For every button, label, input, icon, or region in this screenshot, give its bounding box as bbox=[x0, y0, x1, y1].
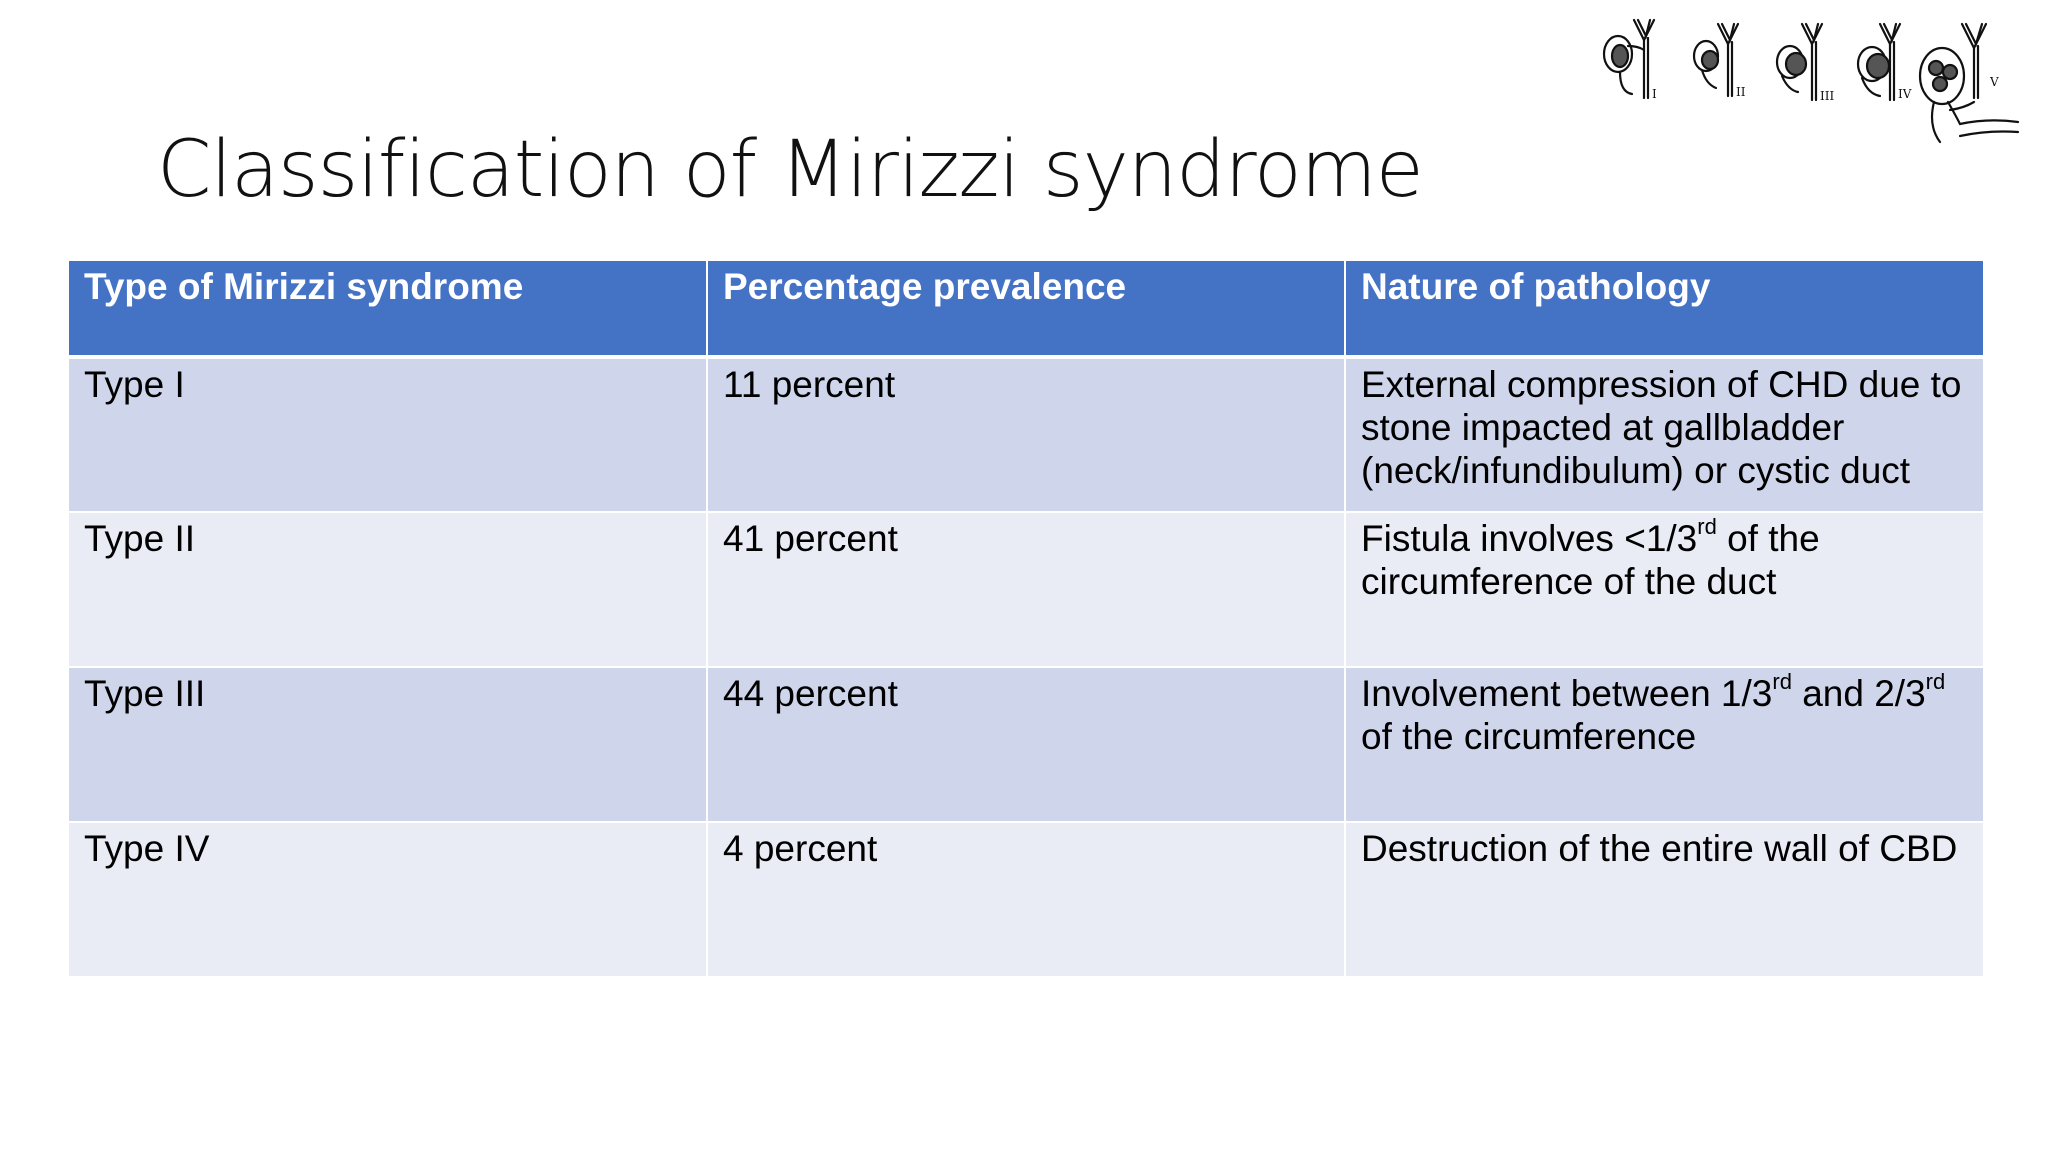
pathology-text: of the circumference bbox=[1361, 716, 1697, 757]
label-iii: III bbox=[1820, 89, 1834, 103]
table-row: Type II 41 percent Fistula involves <1/3… bbox=[69, 512, 1983, 668]
pathology-text: Involvement between 1/3 bbox=[1361, 673, 1773, 714]
type-v-drawing bbox=[1918, 22, 2020, 144]
type-i-drawing bbox=[1602, 18, 1656, 100]
header-type: Type of Mirizzi syndrome bbox=[69, 261, 708, 359]
header-pathology: Nature of pathology bbox=[1345, 261, 1983, 359]
type-iii-drawing bbox=[1775, 22, 1824, 102]
cell-prevalence: 41 percent bbox=[707, 512, 1346, 668]
pathology-text: Fistula involves <1/3 bbox=[1361, 518, 1698, 559]
table-header-row: Type of Mirizzi syndrome Percentage prev… bbox=[69, 261, 1983, 359]
cell-type: Type I bbox=[69, 357, 708, 513]
header-prevalence: Percentage prevalence bbox=[707, 261, 1346, 359]
ordinal-suffix: rd bbox=[1925, 668, 1946, 694]
table-row: Type III 44 percent Involvement between … bbox=[69, 667, 1983, 823]
label-ii: II bbox=[1736, 85, 1746, 99]
pathology-text: and 2/3 bbox=[1791, 673, 1926, 714]
cell-pathology: Destruction of the entire wall of CBD bbox=[1345, 822, 1983, 978]
mirizzi-classification-table: Type of Mirizzi syndrome Percentage prev… bbox=[69, 261, 1983, 978]
mirizzi-types-illustration: I II III IV V bbox=[1602, 18, 2020, 144]
cell-pathology: Fistula involves <1/3rd of the circumfer… bbox=[1345, 512, 1983, 668]
type-ii-drawing bbox=[1692, 22, 1740, 98]
cell-pathology: External compression of CHD due to stone… bbox=[1345, 357, 1983, 513]
cell-type: Type II bbox=[69, 512, 708, 668]
table-row: Type I 11 percent External compression o… bbox=[69, 357, 1983, 513]
label-v: V bbox=[1989, 75, 1999, 89]
ordinal-suffix: rd bbox=[1697, 513, 1717, 539]
cell-prevalence: 44 percent bbox=[707, 667, 1346, 823]
cell-prevalence: 4 percent bbox=[707, 822, 1346, 978]
cell-prevalence: 11 percent bbox=[707, 357, 1346, 513]
type-iv-drawing bbox=[1856, 22, 1902, 102]
pathology-text: of the circumference of the duct bbox=[1361, 518, 1820, 602]
label-i: I bbox=[1652, 87, 1657, 101]
label-iv: IV bbox=[1898, 87, 1912, 101]
cell-pathology: Involvement between 1/3rd and 2/3rd of t… bbox=[1345, 667, 1983, 823]
cell-type: Type III bbox=[69, 667, 708, 823]
cell-type: Type IV bbox=[69, 822, 708, 978]
ordinal-suffix: rd bbox=[1772, 668, 1792, 694]
slide-title: Classification of Mirizzi syndrome bbox=[157, 125, 1424, 215]
table-row: Type IV 4 percent Destruction of the ent… bbox=[69, 822, 1983, 978]
